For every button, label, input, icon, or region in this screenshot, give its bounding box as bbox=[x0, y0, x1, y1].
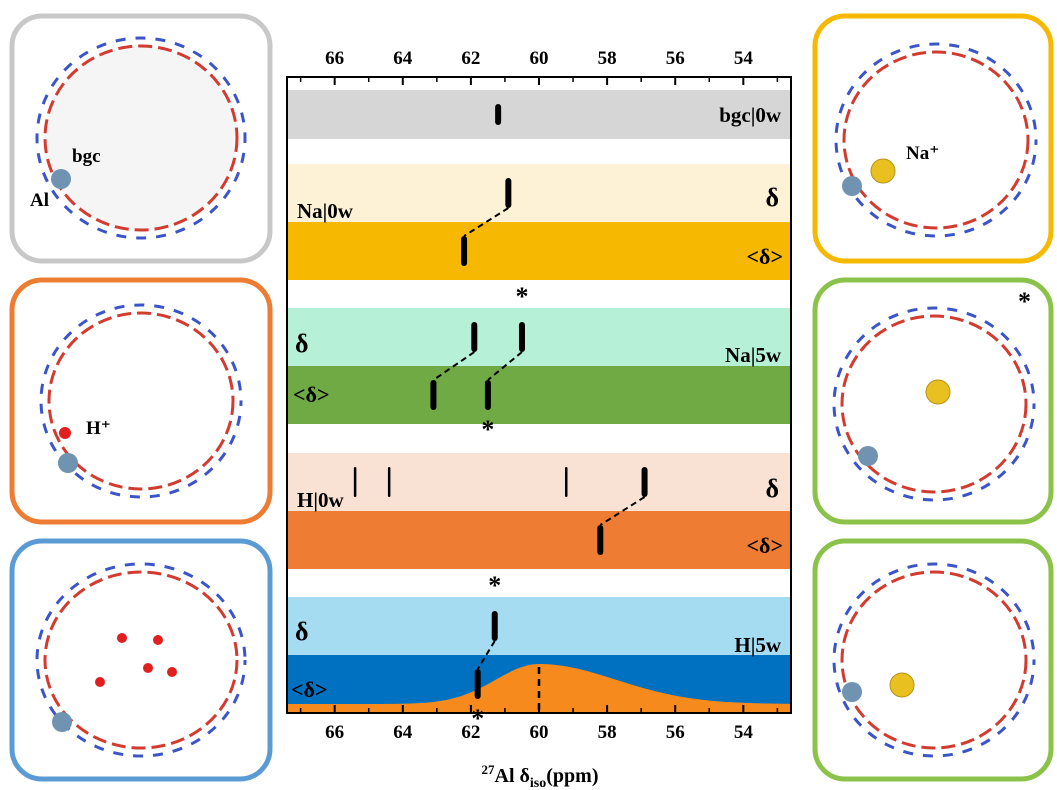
al-atom-icon bbox=[51, 169, 71, 189]
tick-label-bottom-56: 56 bbox=[666, 722, 685, 743]
connector-3 bbox=[599, 496, 646, 526]
group-label-h-0w: H|0w bbox=[297, 488, 344, 512]
band-1 bbox=[287, 164, 791, 222]
tick-label-top-60: 60 bbox=[530, 48, 549, 69]
band-0 bbox=[287, 90, 791, 139]
star-mark-3-1: * bbox=[515, 282, 528, 311]
distribution-curve bbox=[287, 664, 791, 712]
group-label-na-5w: Na|5w bbox=[725, 343, 782, 367]
star-mark-4-1: * bbox=[481, 415, 494, 444]
panel-label-na-plus: Na⁺ bbox=[906, 143, 939, 164]
shift-line-5-3 bbox=[641, 467, 648, 497]
panel-h5w bbox=[9, 538, 273, 782]
tick-label-top-62: 62 bbox=[461, 48, 480, 69]
shift-line-2-0 bbox=[461, 236, 468, 266]
band-label-bgc-0w: bgc|0w bbox=[719, 103, 782, 127]
band-6 bbox=[287, 511, 791, 569]
al-atom-icon bbox=[858, 446, 878, 466]
x-axis-label-unit: (ppm) bbox=[546, 765, 598, 787]
panel-bgc: bgc Al bbox=[9, 13, 273, 264]
shift-line-5-2 bbox=[564, 467, 568, 497]
connector-1 bbox=[432, 351, 475, 381]
tick-label-top-64: 64 bbox=[393, 48, 413, 69]
panel-star-mark: * bbox=[1018, 287, 1031, 316]
band-label-avg-h0w: <δ> bbox=[747, 533, 784, 558]
shift-line-8-0 bbox=[474, 669, 481, 699]
al-atom-icon bbox=[842, 682, 862, 702]
shift-line-3-0 bbox=[471, 322, 478, 352]
tick-label-bottom-62: 62 bbox=[461, 722, 480, 743]
tick-label-bottom-54: 54 bbox=[734, 722, 754, 743]
band-4 bbox=[287, 366, 791, 424]
x-axis-label-main: Al δ bbox=[495, 765, 530, 787]
tick-label-top-54: 54 bbox=[734, 48, 754, 69]
na-atom-icon bbox=[889, 672, 915, 698]
connector-2 bbox=[487, 351, 523, 381]
shift-line-7-0 bbox=[491, 611, 498, 641]
connector-4 bbox=[476, 640, 496, 670]
group-label-h-5w: H|5w bbox=[734, 633, 781, 657]
nmr-shift-chart: * * * * bgc|0w δ Na|0w <δ> δ Na|5w <δ> δ H|0w <δ> δ H|5… bbox=[286, 48, 792, 790]
star-mark-8-0: * bbox=[471, 704, 484, 733]
tick-label-top-58: 58 bbox=[598, 48, 617, 69]
al-atom-icon bbox=[842, 176, 862, 196]
proton-atom-icon bbox=[59, 427, 71, 439]
al-atom-icon bbox=[52, 712, 72, 732]
band-label-delta-h0w: δ bbox=[766, 474, 780, 503]
water-icon bbox=[95, 677, 105, 687]
na-atom-icon bbox=[925, 379, 951, 405]
panel-na0w: Na⁺ bbox=[812, 13, 1054, 264]
x-axis-label: 27Al δiso(ppm) bbox=[482, 762, 599, 790]
band-label-delta-na5w: δ bbox=[295, 329, 309, 358]
panel-label-h-plus: H⁺ bbox=[86, 418, 111, 439]
panel-na5w: * bbox=[812, 277, 1054, 525]
tick-label-bottom-64: 64 bbox=[393, 722, 413, 743]
star-mark-7-0: * bbox=[488, 571, 501, 600]
x-axis-label-subscript: iso bbox=[530, 776, 546, 790]
shift-line-1-0 bbox=[505, 178, 512, 208]
band-label-avg-na0w: <δ> bbox=[747, 244, 784, 269]
shift-line-5-0 bbox=[353, 467, 357, 497]
water-icon bbox=[167, 667, 177, 677]
shift-line-4-1 bbox=[484, 380, 491, 410]
shift-line-4-0 bbox=[430, 380, 437, 410]
shift-line-5-1 bbox=[387, 467, 391, 497]
connector-0 bbox=[463, 207, 509, 237]
group-label-na-0w: Na|0w bbox=[297, 199, 354, 223]
panel-h0w: H⁺ bbox=[9, 277, 273, 525]
na-atom-icon bbox=[870, 158, 896, 184]
shift-line-0-0 bbox=[495, 104, 502, 125]
band-7 bbox=[287, 597, 791, 655]
water-icon bbox=[117, 633, 127, 643]
band-label-avg-na5w: <δ> bbox=[293, 382, 330, 407]
tick-label-bottom-66: 66 bbox=[325, 722, 344, 743]
shift-line-6-0 bbox=[597, 525, 604, 555]
tick-label-bottom-58: 58 bbox=[598, 722, 617, 743]
shift-line-3-1 bbox=[518, 322, 525, 352]
band-3 bbox=[287, 308, 791, 366]
panel-label-al: Al bbox=[30, 190, 49, 211]
band-label-avg-h5w: <δ> bbox=[291, 677, 328, 702]
band-label-delta-h5w: δ bbox=[295, 617, 309, 646]
al-atom-icon bbox=[58, 453, 78, 473]
tick-label-top-56: 56 bbox=[666, 48, 685, 69]
panel-label-bgc: bgc bbox=[72, 146, 101, 167]
band-2 bbox=[287, 222, 791, 280]
tick-label-top-66: 66 bbox=[325, 48, 344, 69]
band-5 bbox=[287, 453, 791, 511]
tick-label-bottom-60: 60 bbox=[530, 722, 549, 743]
x-axis-label-superscript: 27 bbox=[482, 762, 496, 777]
band-label-delta-na0w: δ bbox=[766, 183, 780, 212]
water-icon bbox=[143, 663, 153, 673]
panel-na5w-alt bbox=[812, 538, 1054, 782]
water-icon bbox=[153, 635, 163, 645]
